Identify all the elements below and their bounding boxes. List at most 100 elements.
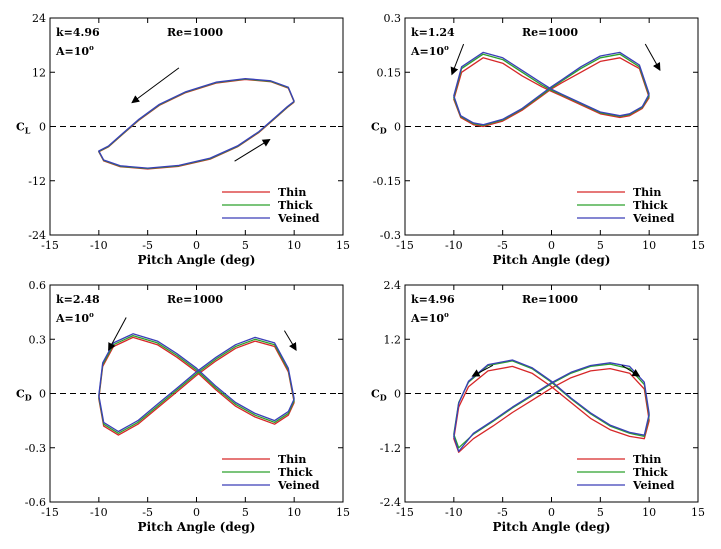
x-tick-label: -5 bbox=[142, 239, 153, 252]
x-axis-label: Pitch Angle (deg) bbox=[138, 253, 256, 267]
series-line-thick bbox=[98, 334, 295, 434]
x-tick-label: 10 bbox=[642, 506, 656, 519]
direction-arrow bbox=[108, 317, 127, 351]
annotation-amplitude: A=10o bbox=[410, 310, 449, 325]
direction-arrow bbox=[644, 43, 661, 71]
y-tick-label: 1.2 bbox=[384, 333, 402, 346]
x-tick-label: 10 bbox=[642, 239, 656, 252]
series-line-veined bbox=[98, 333, 295, 433]
legend-label-veined: Veined bbox=[277, 479, 320, 492]
x-axis-label: Pitch Angle (deg) bbox=[493, 253, 611, 267]
x-tick-label: -10 bbox=[90, 506, 108, 519]
y-tick-label: -1.2 bbox=[380, 442, 401, 455]
x-axis-label: Pitch Angle (deg) bbox=[138, 520, 256, 534]
x-tick-label: 15 bbox=[336, 239, 350, 252]
y-tick-label: -2.4 bbox=[380, 496, 401, 509]
annotation-reynolds: Re=1000 bbox=[167, 26, 223, 39]
y-tick-label: 0 bbox=[39, 388, 46, 401]
y-tick-label: 12 bbox=[32, 66, 46, 79]
y-tick-label: 0.3 bbox=[384, 12, 402, 25]
x-tick-label: -5 bbox=[142, 506, 153, 519]
series-line-thick bbox=[453, 360, 650, 449]
legend-label-thick: Thick bbox=[278, 466, 313, 479]
annotation-k: k=4.96 bbox=[56, 26, 100, 39]
x-tick-label: -10 bbox=[445, 239, 463, 252]
x-tick-label: 0 bbox=[548, 239, 555, 252]
annotation-reynolds: Re=1000 bbox=[522, 26, 578, 39]
series-line-veined bbox=[453, 51, 650, 126]
y-tick-label: -0.3 bbox=[380, 229, 401, 242]
chart-panel-3: -15 -10 -5 0 5 10 15 -0.6 -0.3 0 0.3 0.6 Pitch Angle… bbox=[16, 279, 350, 534]
y-tick-label: -0.6 bbox=[25, 496, 46, 509]
series-line-thin bbox=[98, 336, 295, 436]
y-tick-label: 24 bbox=[32, 12, 46, 25]
y-axis-label: CL bbox=[16, 121, 31, 136]
x-tick-label: 0 bbox=[548, 506, 555, 519]
x-tick-label: -15 bbox=[41, 239, 59, 252]
direction-arrow bbox=[234, 138, 271, 162]
x-tick-label: 0 bbox=[193, 506, 200, 519]
y-tick-label: 0.3 bbox=[29, 333, 47, 346]
annotation-amplitude: A=10o bbox=[55, 43, 94, 58]
x-tick-label: 10 bbox=[287, 506, 301, 519]
legend-label-thick: Thick bbox=[633, 466, 668, 479]
chart-panel-1: -15 -10 -5 0 5 10 15 -24 -12 0 12 24 Pitch Angle (de… bbox=[16, 12, 350, 267]
annotation-reynolds: Re=1000 bbox=[522, 293, 578, 306]
direction-arrow bbox=[283, 330, 297, 351]
legend-label-thick: Thick bbox=[278, 199, 313, 212]
y-tick-label: -24 bbox=[28, 229, 46, 242]
series-line-thick bbox=[98, 78, 295, 170]
x-tick-label: 0 bbox=[193, 239, 200, 252]
annotation-k: k=1.24 bbox=[411, 26, 455, 39]
x-axis-label: Pitch Angle (deg) bbox=[493, 520, 611, 534]
x-tick-label: -10 bbox=[90, 239, 108, 252]
y-tick-label: -0.15 bbox=[373, 175, 401, 188]
legend-label-veined: Veined bbox=[632, 479, 675, 492]
y-tick-label: 0.6 bbox=[29, 279, 47, 292]
x-tick-label: 15 bbox=[691, 239, 705, 252]
y-tick-label: -0.3 bbox=[25, 442, 46, 455]
y-axis-label: CD bbox=[371, 121, 387, 136]
x-tick-label: 5 bbox=[597, 506, 604, 519]
legend-label-thick: Thick bbox=[633, 199, 668, 212]
chart-panel-4: -15 -10 -5 0 5 10 15 -2.4 -1.2 0 1.2 2.4 Pitch Angle… bbox=[371, 279, 705, 534]
legend-label-thin: Thin bbox=[633, 453, 661, 466]
x-tick-label: 5 bbox=[242, 506, 249, 519]
y-tick-label: 0.15 bbox=[377, 66, 402, 79]
legend-label-thin: Thin bbox=[278, 453, 306, 466]
y-tick-label: 0 bbox=[394, 388, 401, 401]
chart-panel-2: -15 -10 -5 0 5 10 15 -0.3 -0.15 0 0.15 0.3 Pitch Ang… bbox=[371, 12, 705, 267]
legend-label-thin: Thin bbox=[278, 186, 306, 199]
y-tick-label: 0 bbox=[39, 121, 46, 134]
legend-label-veined: Veined bbox=[277, 212, 320, 225]
x-tick-label: -15 bbox=[41, 506, 59, 519]
x-tick-label: -15 bbox=[396, 239, 414, 252]
y-tick-label: 2.4 bbox=[384, 279, 402, 292]
direction-arrow bbox=[471, 364, 494, 377]
x-tick-label: 5 bbox=[242, 239, 249, 252]
x-tick-label: -5 bbox=[497, 506, 508, 519]
legend-label-thin: Thin bbox=[633, 186, 661, 199]
x-tick-label: -15 bbox=[396, 506, 414, 519]
x-tick-label: -10 bbox=[445, 506, 463, 519]
y-tick-label: -12 bbox=[28, 175, 46, 188]
x-tick-label: 10 bbox=[287, 239, 301, 252]
y-axis-label: CD bbox=[371, 388, 387, 403]
direction-arrow bbox=[131, 67, 180, 104]
series-line-veined bbox=[98, 77, 295, 169]
x-tick-label: 5 bbox=[597, 239, 604, 252]
y-tick-label: 0 bbox=[394, 121, 401, 134]
y-axis-label: CD bbox=[16, 388, 32, 403]
direction-arrow bbox=[450, 43, 465, 76]
series-line-thin bbox=[98, 78, 295, 170]
annotation-amplitude: A=10o bbox=[410, 43, 449, 58]
annotation-k: k=4.96 bbox=[411, 293, 455, 306]
direction-arrow bbox=[621, 364, 641, 377]
annotation-amplitude: A=10o bbox=[55, 310, 94, 325]
series-line-veined bbox=[453, 359, 650, 453]
x-tick-label: -5 bbox=[497, 239, 508, 252]
series-line-thin bbox=[453, 365, 650, 453]
x-tick-label: 15 bbox=[691, 506, 705, 519]
annotation-k: k=2.48 bbox=[56, 293, 100, 306]
